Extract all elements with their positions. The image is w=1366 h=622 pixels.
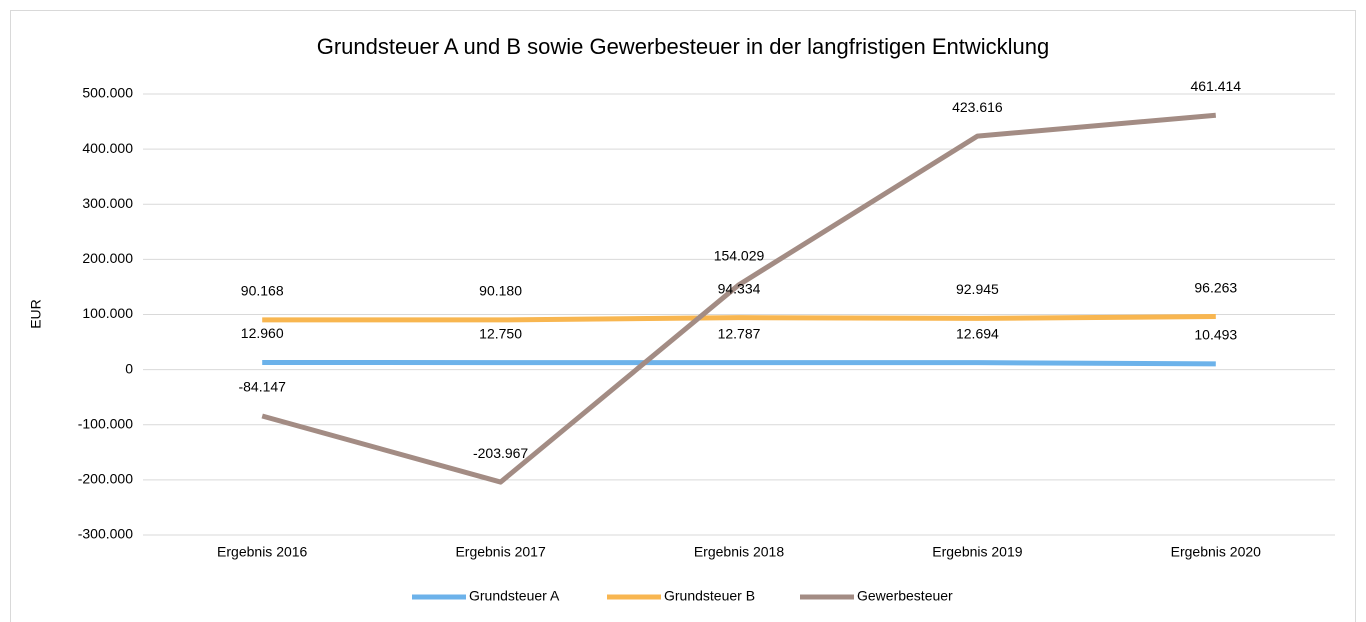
- data-label: 12.694: [956, 325, 999, 341]
- data-label: 154.029: [714, 247, 765, 263]
- data-label: 90.168: [241, 283, 284, 299]
- y-axis-label: EUR: [28, 299, 44, 329]
- y-tick-label: 200.000: [82, 250, 133, 266]
- y-tick-label: 100.000: [82, 305, 133, 321]
- data-label: -203.967: [473, 445, 528, 461]
- data-label: 12.960: [241, 325, 284, 341]
- data-label: 423.616: [952, 99, 1003, 115]
- y-tick-label: 500.000: [82, 85, 133, 101]
- data-label: 90.180: [479, 283, 522, 299]
- data-label: 96.263: [1194, 279, 1237, 295]
- y-tick-label: 400.000: [82, 140, 133, 156]
- data-label: 92.945: [956, 281, 999, 297]
- series-line: [261, 112, 1217, 485]
- x-tick-label: Ergebnis 2020: [1171, 544, 1262, 560]
- data-label: 12.750: [479, 325, 522, 341]
- legend-label: Gewerbesteuer: [857, 588, 953, 604]
- x-tick-label: Ergebnis 2019: [932, 544, 1023, 560]
- x-tick-label: Ergebnis 2016: [217, 544, 308, 560]
- legend-label: Grundsteuer B: [664, 588, 755, 604]
- x-tick-label: Ergebnis 2018: [694, 544, 785, 560]
- series-line: [262, 359, 1216, 367]
- data-label: 461.414: [1190, 78, 1241, 94]
- legend-label: Grundsteuer A: [469, 588, 560, 604]
- data-label: 10.493: [1194, 327, 1237, 343]
- y-tick-label: 300.000: [82, 195, 133, 211]
- data-label: 12.787: [718, 325, 761, 341]
- chart-title: Grundsteuer A und B sowie Gewerbesteuer …: [317, 34, 1050, 59]
- y-tick-label: 0: [125, 360, 133, 376]
- y-tick-label: -300.000: [78, 526, 133, 542]
- y-tick-label: -100.000: [78, 415, 133, 431]
- data-label: -84.147: [238, 379, 286, 395]
- y-tick-label: -200.000: [78, 471, 133, 487]
- series-line: [262, 314, 1216, 323]
- data-label: 94.334: [718, 280, 761, 296]
- x-tick-label: Ergebnis 2017: [455, 544, 546, 560]
